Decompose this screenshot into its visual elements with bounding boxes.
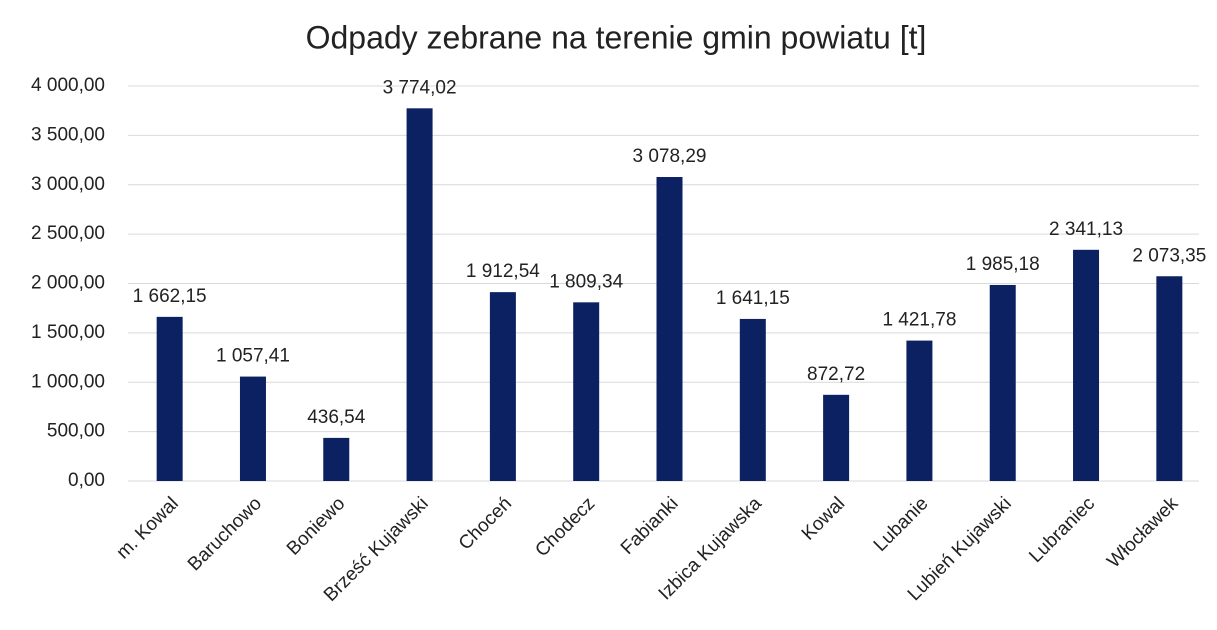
data-label: 3 774,02 (383, 77, 457, 98)
x-tick-label: Lubanie (870, 493, 933, 556)
x-tick-label: Choceń (455, 493, 516, 554)
data-label: 2 341,13 (1049, 219, 1123, 240)
y-tick-label: 1 000,00 (31, 371, 105, 392)
y-tick-label: 500,00 (47, 421, 105, 442)
x-tick-label: Włocławek (1103, 493, 1182, 572)
data-label: 1 057,41 (216, 346, 290, 367)
bar (739, 318, 766, 481)
x-tick-label: Baruchowo (184, 493, 266, 575)
bar (823, 394, 850, 481)
data-label: 1 809,34 (549, 271, 623, 292)
bar (406, 108, 433, 481)
data-label: 1 912,54 (466, 261, 540, 282)
data-label: 3 078,29 (633, 146, 707, 167)
bar (1073, 249, 1100, 481)
bar (573, 302, 600, 481)
x-tick-label: Kowal (798, 493, 849, 544)
x-tick-label: Lubraniec (1025, 493, 1099, 567)
x-tick-label: Boniewo (283, 493, 349, 559)
data-label: 872,72 (807, 364, 865, 385)
data-label: 1 641,15 (716, 288, 790, 309)
x-tick-label: Fabianki (617, 493, 683, 559)
bar (1156, 276, 1183, 481)
chart-title: Odpady zebrane na terenie gmin powiatu [… (306, 19, 927, 55)
bar (906, 340, 933, 481)
data-label: 436,54 (307, 407, 366, 428)
y-tick-label: 4 000,00 (31, 75, 105, 96)
x-tick-label: m. Kowal (113, 493, 183, 563)
y-tick-label: 2 000,00 (31, 273, 105, 294)
data-label: 1 421,78 (882, 310, 956, 331)
data-label: 1 662,15 (133, 286, 207, 307)
y-tick-label: 3 000,00 (31, 174, 105, 195)
y-tick-label: 0,00 (68, 470, 105, 491)
bar (989, 284, 1016, 481)
data-label: 2 073,35 (1132, 245, 1206, 266)
y-tick-label: 3 500,00 (31, 124, 105, 145)
bar (656, 177, 683, 481)
bar (239, 376, 266, 481)
bar (489, 292, 516, 481)
data-label: 1 985,18 (966, 254, 1040, 275)
y-tick-label: 2 500,00 (31, 223, 105, 244)
x-tick-label: Chodecz (531, 493, 599, 561)
bar (156, 316, 183, 481)
y-tick-label: 1 500,00 (31, 322, 105, 343)
bar (323, 437, 350, 481)
